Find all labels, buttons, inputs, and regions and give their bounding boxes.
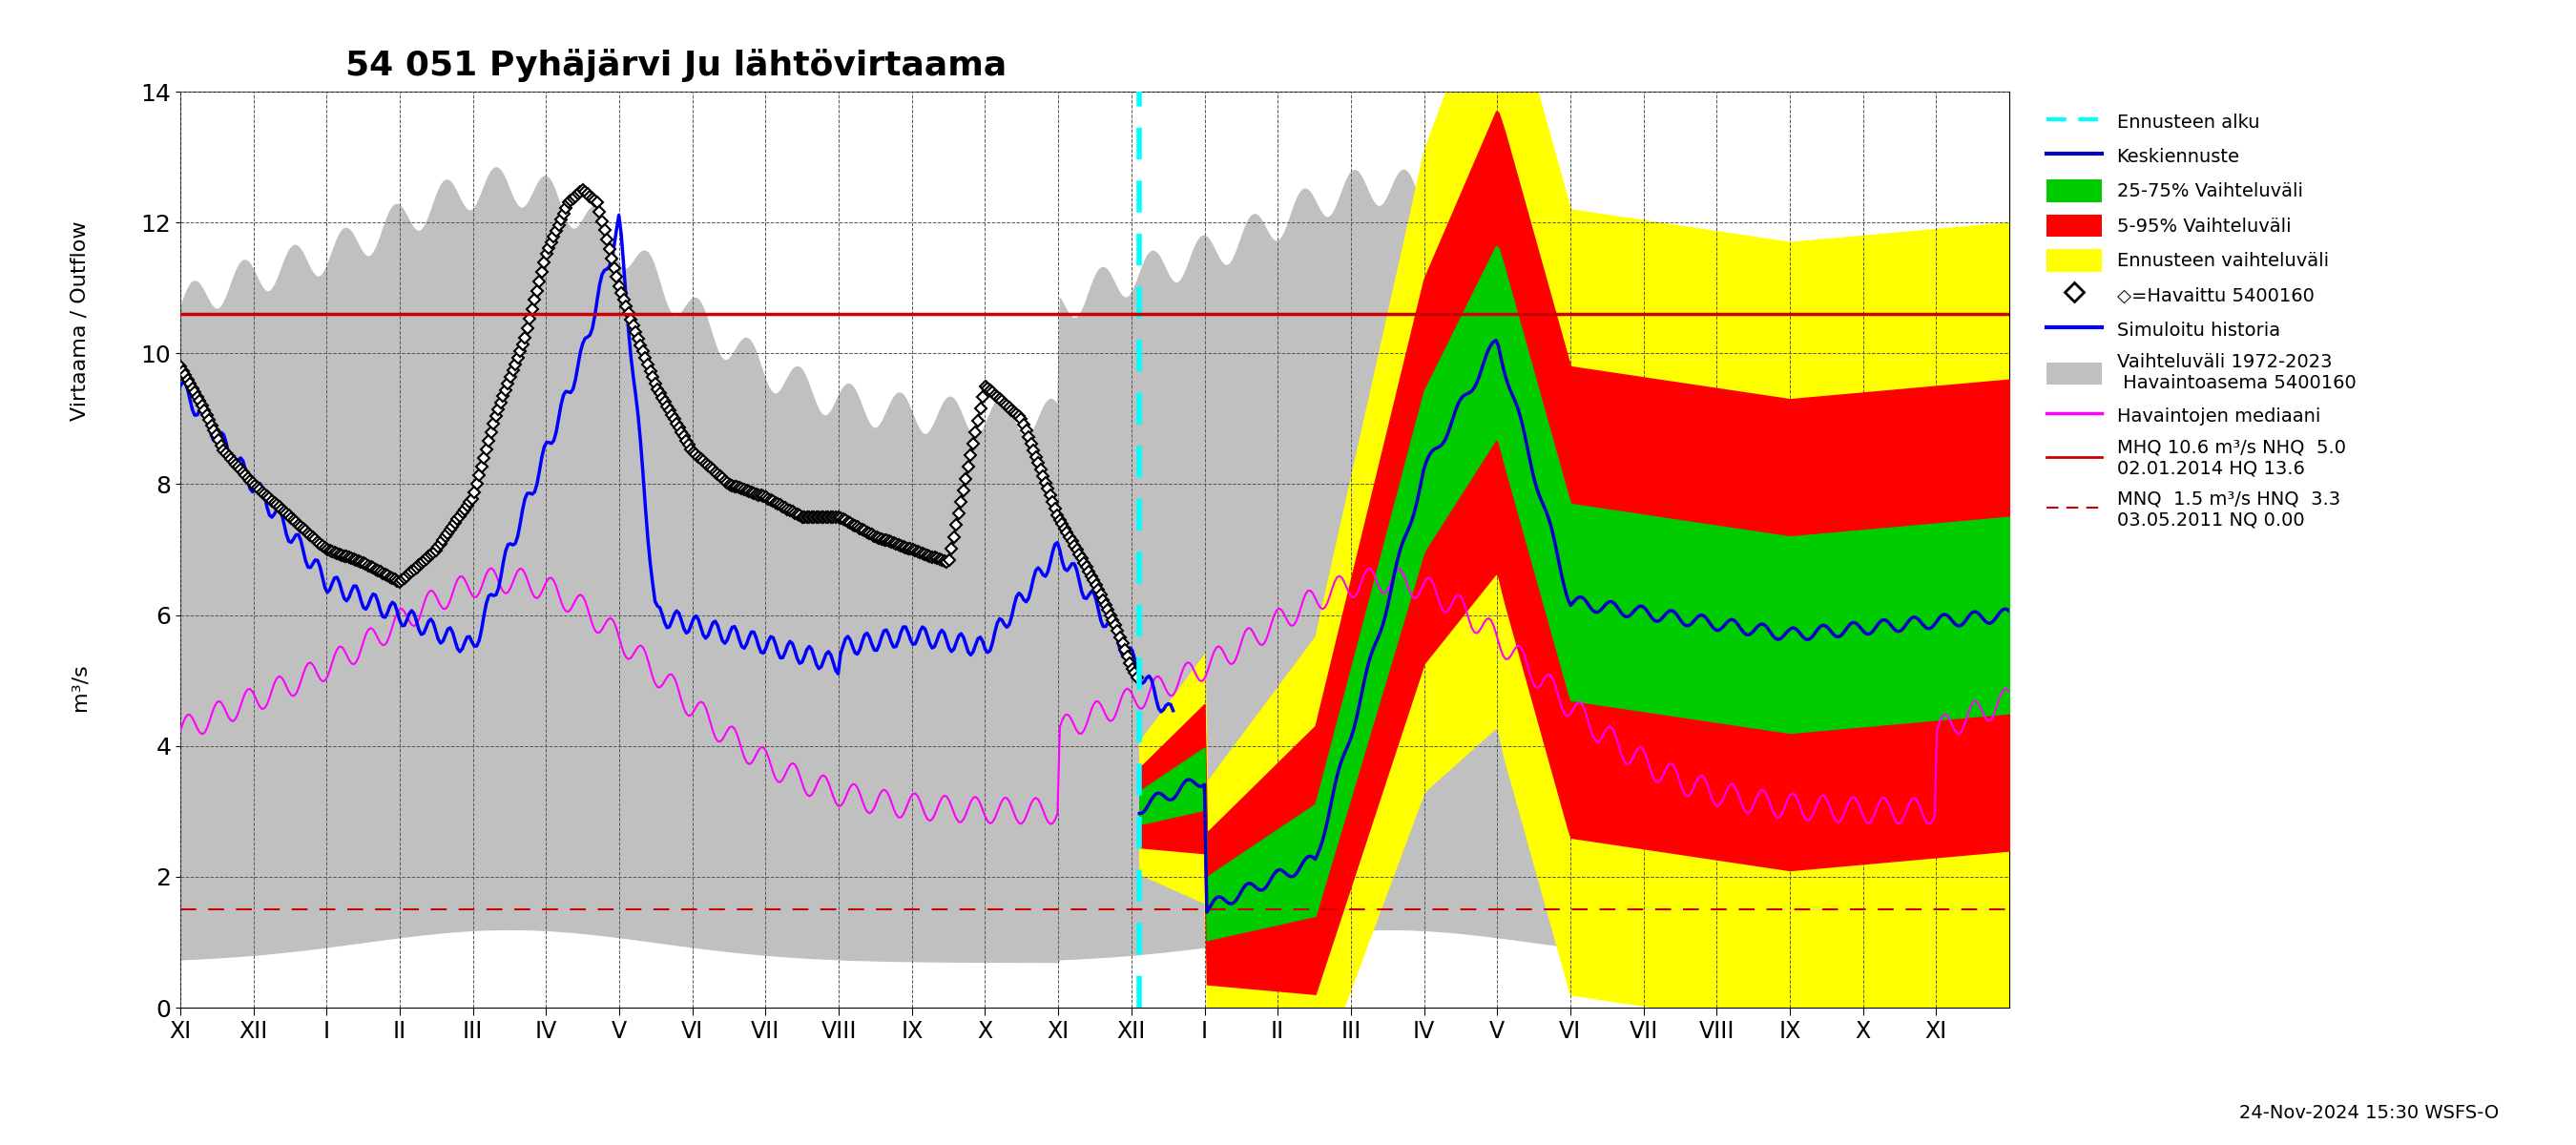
Text: 24-Nov-2024 15:30 WSFS-O: 24-Nov-2024 15:30 WSFS-O [2239, 1104, 2499, 1122]
Text: m³/s: m³/s [70, 663, 90, 711]
Text: Virtaama / Outflow: Virtaama / Outflow [70, 221, 90, 420]
Legend: Ennusteen alku, Keskiennuste, 25-75% Vaihteluväli, 5-95% Vaihteluväli, Ennusteen: Ennusteen alku, Keskiennuste, 25-75% Vai… [2038, 101, 2365, 538]
Text: 54 051 Pyhäjärvi Ju lähtövirtaama: 54 051 Pyhäjärvi Ju lähtövirtaama [345, 49, 1007, 82]
